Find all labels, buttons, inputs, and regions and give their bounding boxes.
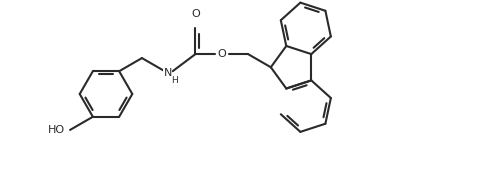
- Text: N: N: [163, 68, 171, 78]
- Text: O: O: [217, 49, 226, 59]
- Text: O: O: [191, 9, 199, 19]
- Text: HO: HO: [48, 125, 65, 135]
- Text: H: H: [171, 76, 178, 85]
